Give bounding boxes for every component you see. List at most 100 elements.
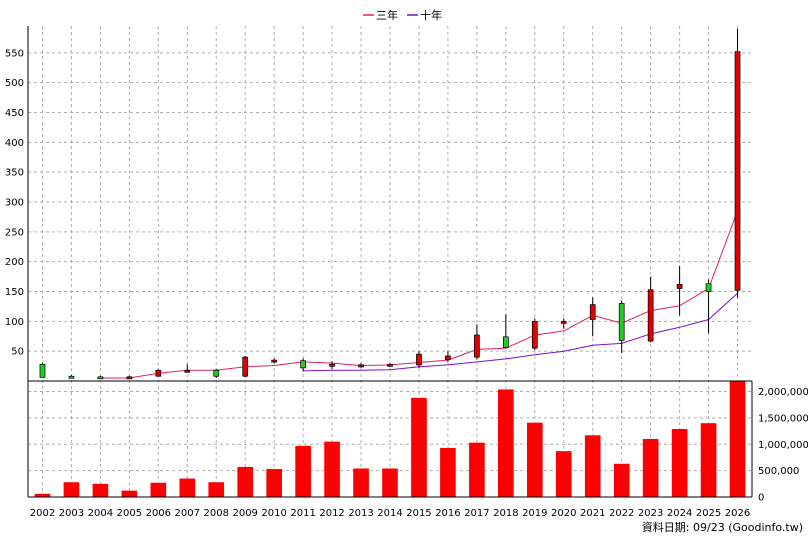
volume-bars [34,381,746,497]
volume-tick-label: 1,000,000 [758,440,808,451]
x-tick-label: 2011 [290,508,315,519]
legend: 三年 十年 [363,8,442,22]
x-tick-label: 2014 [377,508,402,519]
x-tick-label: 2023 [638,508,663,519]
volume-bar [92,483,109,497]
x-tick-label: 2007 [175,508,200,519]
volume-bar [34,493,51,497]
x-tick-label: 2019 [522,508,547,519]
candle-body [445,355,451,360]
volume-bar [266,469,282,497]
price-tick-label: 400 [5,138,24,149]
x-tick-label: 2010 [261,508,286,519]
candle-body [560,320,567,324]
price-tick-label: 300 [5,198,24,209]
volume-bar [179,478,196,497]
x-tick-label: 2016 [435,508,460,519]
x-tick-label: 2022 [609,508,634,519]
x-tick-label: 2009 [232,508,257,519]
volume-bar [729,381,746,497]
price-tick-label: 350 [5,168,24,179]
x-tick-label: 2017 [464,508,489,519]
x-tick-label: 2012 [319,508,344,519]
volume-bar [555,451,572,497]
price-tick-label: 250 [5,227,24,238]
x-tick-label: 2026 [725,508,750,519]
x-tick-label: 2025 [696,508,721,519]
volume-bar [526,422,543,497]
volume-bar [237,466,254,497]
volume-bar [208,482,225,497]
volume-bar [642,439,659,497]
x-tick-label: 2018 [493,508,518,519]
volume-bar [498,389,514,497]
source-note: 資料日期: 09/23 (Goodinfo.tw) [642,520,803,534]
candle-body [734,51,741,291]
candle-body [39,363,46,378]
candle-body [300,360,306,369]
volume-bar [63,482,80,497]
x-tick-label: 2004 [88,508,113,519]
candle-body [358,364,364,368]
volume-tick-label: 0 [758,493,764,504]
volume-bar [469,442,485,497]
candlesticks [39,28,741,380]
candle-body [474,334,480,358]
candle-body [589,304,596,320]
volume-bar [671,428,688,497]
price-tick-label: 100 [5,317,24,328]
price-tick-label: 550 [5,48,24,59]
plot-frames [27,26,753,498]
volume-bar [613,463,630,497]
x-tick-label: 2013 [348,508,373,519]
price-tick-label: 50 [11,347,24,358]
axis-tick-labels: 50 100 150 200 250 300 350 400 450 500 550 0 500,000… [5,48,808,519]
x-tick-label: 2024 [667,508,692,519]
volume-bar [295,445,311,497]
price-tick-label: 150 [5,287,24,298]
volume-bar [440,447,456,497]
candle-body [502,336,509,348]
volume-bar [324,441,340,497]
candle-body [618,303,625,341]
candle-body [242,356,249,377]
x-tick-label: 2008 [204,508,229,519]
candle-body [387,363,393,367]
volume-tick-label: 2,000,000 [758,387,808,398]
volume-tick-label: 500,000 [758,466,799,477]
volume-bar [382,468,398,497]
candle-body [184,369,191,373]
legend-label-3yr: 三年 [376,8,398,22]
volume-bar [150,482,167,497]
price-tick-label: 200 [5,257,24,268]
x-tick-label: 2005 [117,508,142,519]
candle-body [97,376,104,380]
candle-body [329,363,335,367]
candle-body [126,376,133,380]
candle-body [531,320,538,349]
price-tick-label: 500 [5,78,24,89]
candle-body [676,283,683,289]
candle-body [213,369,220,377]
volume-bar [353,468,369,497]
candle-body [647,289,654,342]
candle-body [155,369,162,377]
x-tick-label: 2002 [30,508,55,519]
x-tick-label: 2006 [146,508,171,519]
legend-label-10yr: 十年 [420,8,442,22]
candle-body [271,359,278,363]
x-tick-label: 2015 [406,508,431,519]
volume-tick-label: 1,500,000 [758,413,808,424]
ma-10yr-line [303,292,738,372]
volume-bar [700,423,717,497]
price-tick-label: 450 [5,108,24,119]
volume-bar [121,490,138,497]
candle-body [68,375,75,379]
volume-bar [411,397,427,497]
x-tick-label: 2021 [580,508,605,519]
candle-body [705,283,712,292]
volume-bar [584,435,601,497]
x-tick-label: 2003 [59,508,84,519]
grid [28,26,752,497]
